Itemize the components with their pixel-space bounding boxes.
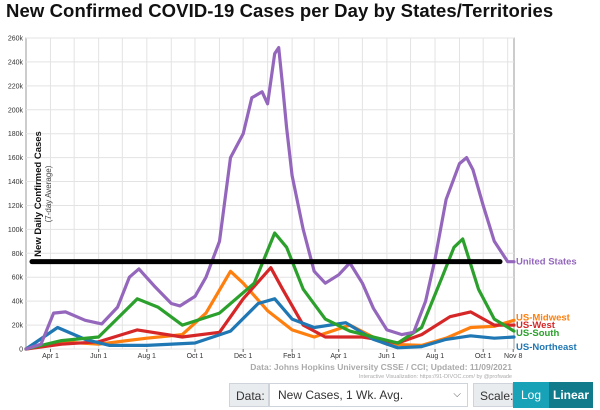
x-tick-label: Jun 1	[378, 353, 395, 360]
x-tick-label: Dec 1	[234, 353, 252, 360]
linear-scale-button[interactable]: Linear	[549, 382, 593, 408]
series-line-us-midwest[interactable]	[24, 269, 516, 351]
y-tick-label: 20k	[12, 323, 24, 330]
x-tick-label: Nov 8	[504, 353, 522, 360]
y-axis-label: New Daily Confirmed Cases	[33, 131, 44, 257]
series-label: US-West	[516, 320, 556, 331]
series-line-us-northeast[interactable]	[24, 297, 516, 351]
y-tick-label: 200k	[8, 107, 24, 114]
x-tick-label: Feb 1	[283, 353, 301, 360]
y-tick-label: 260k	[8, 36, 24, 43]
x-axis: Apr 1 Jun 1 Aug 1 Oct 1 Dec 1 Feb 1 Apr 1 Jun 1…	[42, 349, 522, 360]
y-tick-label: 220k	[8, 83, 24, 90]
x-tick-label: Jun 1	[90, 353, 107, 360]
data-label: Data:	[229, 383, 269, 407]
x-tick-label: Oct 1	[475, 353, 492, 360]
x-tick-label: Oct 1	[187, 353, 204, 360]
chevron-down-icon: ⌵	[453, 389, 461, 400]
credit-text: Interactive Visualization: https://91-DI…	[359, 374, 512, 380]
line-chart: 0 20k 40k 60k 80k 100k 120k 140k 160k 180k 200k 220…	[8, 36, 578, 381]
y-tick-label: 40k	[12, 299, 24, 306]
y-tick-label: 160k	[8, 155, 24, 162]
y-tick-label: 240k	[8, 59, 24, 66]
controls-bar: Data: New Cases, 1 Wk. Avg. ⌵ Scale: Log…	[223, 382, 600, 410]
series-line-us-south[interactable]	[24, 231, 516, 351]
data-select-value: New Cases, 1 Wk. Avg.	[278, 388, 404, 402]
series-group	[24, 46, 516, 351]
series-line-united-states[interactable]	[24, 46, 516, 351]
y-tick-label: 140k	[8, 179, 24, 186]
y-axis: 0 20k 40k 60k 80k 100k 120k 140k 160k 180k 200k 220…	[8, 36, 24, 354]
series-label: United States	[516, 257, 577, 268]
x-tick-label: Apr 1	[42, 353, 59, 360]
source-text: Data: Johns Hopkins University CSSE / CC…	[250, 362, 512, 372]
y-tick-label: 120k	[8, 203, 24, 210]
y-tick-label: 100k	[8, 227, 24, 234]
y-axis-sublabel: (7-day Average)	[44, 165, 53, 222]
x-tick-label: Aug 1	[138, 353, 156, 360]
x-tick-label: Aug 1	[426, 353, 444, 360]
log-scale-button[interactable]: Log	[513, 382, 549, 408]
y-tick-label: 80k	[12, 251, 24, 258]
chart-title: New Confirmed COVID-19 Cases per Day by …	[6, 0, 554, 21]
y-tick-label: 60k	[12, 275, 24, 282]
scale-label: Scale:	[473, 383, 513, 407]
data-select[interactable]: New Cases, 1 Wk. Avg. ⌵	[269, 383, 468, 407]
y-tick-label: 180k	[8, 131, 24, 138]
series-label: US-South	[516, 328, 559, 339]
x-tick-label: Apr 1	[330, 353, 347, 360]
series-label: US-Midwest	[516, 312, 571, 323]
y-tick-label: 0	[19, 347, 23, 354]
grid-lines	[26, 37, 514, 350]
series-label: US-Northeast	[516, 342, 578, 353]
series-line-us-west[interactable]	[24, 266, 516, 351]
